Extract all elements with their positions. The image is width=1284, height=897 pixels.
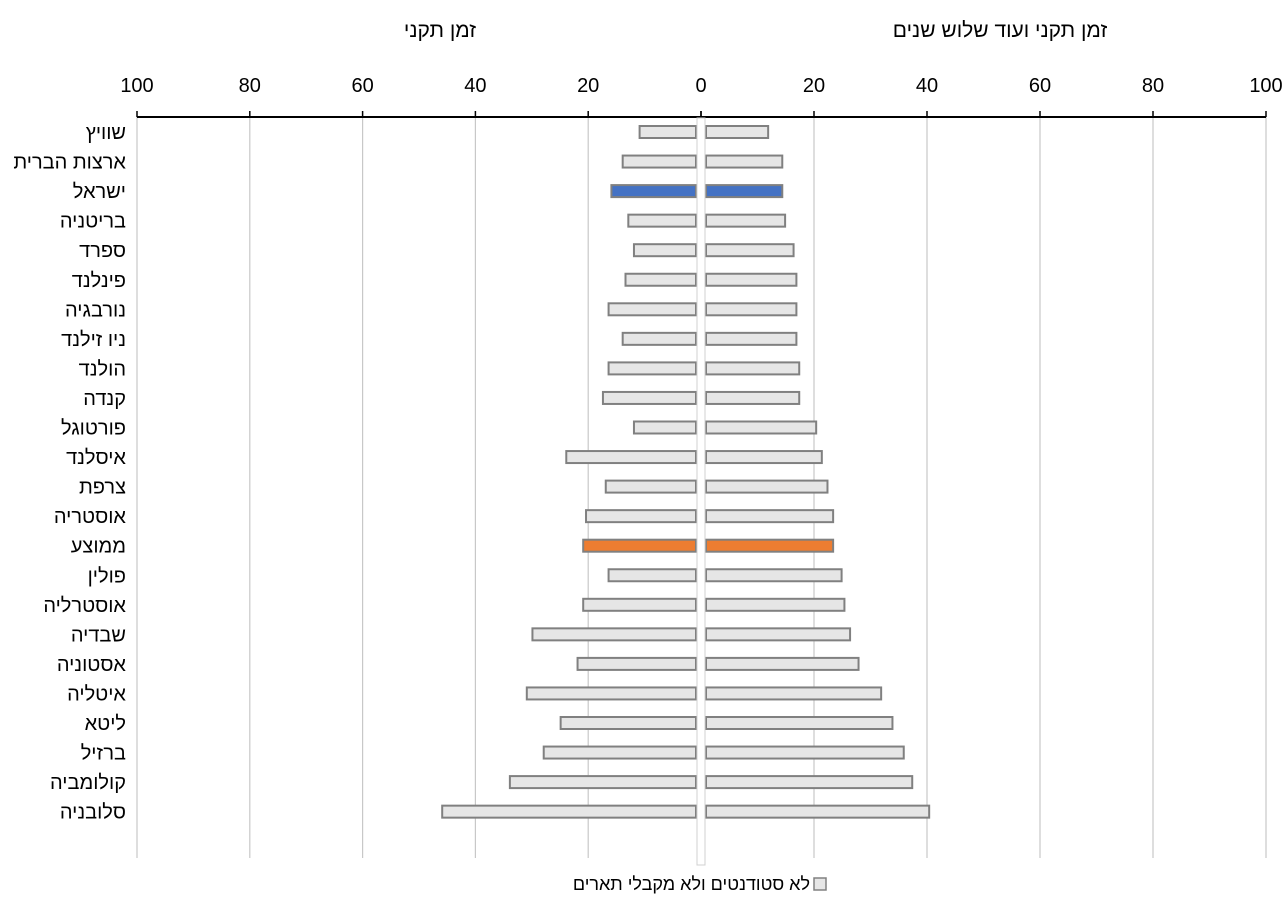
category-label-22: קולומביה bbox=[50, 772, 126, 794]
category-label-3: בריטניה bbox=[60, 211, 126, 233]
bar-left-1 bbox=[621, 154, 697, 169]
tick-label-left-100: 100 bbox=[120, 75, 153, 97]
grid-layer bbox=[136, 117, 1267, 858]
category-label-1: ארצות הברית bbox=[13, 152, 126, 174]
legend: לא סטודנטים ולא מקבלי תארים bbox=[573, 874, 827, 894]
tick-label-left-20: 20 bbox=[577, 75, 599, 97]
category-label-0: שוויץ bbox=[86, 122, 126, 144]
bar-right-16 bbox=[705, 597, 846, 612]
category-label-23: סלובניה bbox=[60, 802, 126, 824]
bar-right-7 bbox=[705, 331, 798, 346]
bar-right-13 bbox=[705, 509, 835, 524]
bar-right-20 bbox=[705, 716, 894, 730]
bar-left-2 bbox=[610, 184, 698, 199]
bar-left-20 bbox=[559, 716, 698, 730]
legend-label: לא סטודנטים ולא מקבלי תארים bbox=[573, 874, 810, 894]
category-label-12: צרפת bbox=[79, 477, 126, 499]
bar-left-8 bbox=[607, 361, 698, 376]
tick-label-left-80: 80 bbox=[239, 75, 261, 97]
category-label-6: נורבגיה bbox=[65, 299, 126, 321]
bar-right-1 bbox=[705, 154, 784, 169]
category-label-4: ספרד bbox=[79, 240, 126, 262]
category-label-18: אסטוניה bbox=[57, 654, 127, 676]
bar-right-8 bbox=[705, 361, 801, 376]
legend-swatch bbox=[813, 877, 827, 891]
bar-left-21 bbox=[542, 745, 697, 760]
category-label-9: קנדה bbox=[83, 388, 126, 410]
category-label-5: פינלנד bbox=[72, 270, 126, 292]
bar-right-15 bbox=[705, 568, 843, 583]
category-label-10: פורטוגל bbox=[61, 418, 126, 440]
bar-right-10 bbox=[705, 420, 818, 435]
category-label-20: ליטא bbox=[85, 713, 126, 735]
bar-left-17 bbox=[531, 627, 697, 642]
bar-right-6 bbox=[705, 302, 798, 317]
category-label-15: פולין bbox=[88, 565, 126, 587]
left-axis-title: זמן תקני bbox=[404, 19, 476, 42]
category-label-8: הולנד bbox=[79, 358, 126, 380]
labels-layer: שוויץ ארצות הברית ישראל בריטניה ספרד פינלנד נו… bbox=[13, 122, 126, 824]
tick-label-right-80: 80 bbox=[1142, 75, 1164, 97]
bar-right-22 bbox=[705, 775, 914, 790]
bar-left-19 bbox=[525, 686, 697, 701]
bar-left-13 bbox=[585, 509, 698, 524]
bar-right-3 bbox=[705, 213, 787, 228]
bar-left-12 bbox=[604, 479, 698, 494]
right-axis-title: זמן תקני ועוד שלוש שנים bbox=[893, 19, 1108, 42]
category-label-21: ברזיל bbox=[81, 743, 126, 765]
bars-layer bbox=[441, 117, 931, 866]
category-label-19: איטליה bbox=[67, 683, 126, 705]
bar-left-11 bbox=[565, 450, 698, 465]
bar-right-18 bbox=[705, 656, 860, 671]
bar-left-4 bbox=[632, 243, 698, 258]
category-label-13: אוסטריה bbox=[54, 506, 127, 528]
category-label-11: איסלנד bbox=[66, 447, 126, 469]
bar-left-18 bbox=[576, 656, 697, 671]
bar-left-3 bbox=[627, 213, 698, 228]
bar-right-2 bbox=[705, 184, 784, 199]
tick-label-right-60: 60 bbox=[1029, 75, 1051, 97]
tick-label-center-0: 0 bbox=[695, 75, 706, 97]
axis-layer: 0 20 20 40 40 60 60 80 80 100 100 bbox=[120, 75, 1283, 118]
bar-right-0 bbox=[705, 125, 770, 139]
bar-left-0 bbox=[638, 125, 697, 139]
center-divider bbox=[696, 117, 706, 866]
bar-left-7 bbox=[621, 331, 697, 346]
tick-label-left-40: 40 bbox=[464, 75, 486, 97]
bar-right-19 bbox=[705, 686, 883, 701]
bar-left-15 bbox=[607, 568, 698, 583]
bar-left-22 bbox=[508, 775, 697, 790]
bar-left-16 bbox=[582, 597, 698, 612]
bar-right-4 bbox=[705, 243, 795, 258]
bar-right-11 bbox=[705, 450, 823, 465]
bar-left-6 bbox=[607, 302, 698, 317]
bar-right-5 bbox=[705, 272, 798, 287]
bar-left-23 bbox=[441, 804, 698, 819]
bar-right-21 bbox=[705, 745, 905, 760]
bar-right-17 bbox=[705, 627, 852, 642]
bar-left-5 bbox=[624, 272, 697, 287]
bar-left-10 bbox=[632, 420, 698, 435]
category-label-7: ניו זילנד bbox=[61, 329, 126, 351]
bar-left-14 bbox=[582, 538, 698, 553]
bar-right-23 bbox=[705, 804, 931, 819]
category-label-17: שבדיה bbox=[71, 624, 126, 646]
bar-right-9 bbox=[705, 390, 801, 405]
category-label-16: אוסטרליה bbox=[43, 595, 126, 617]
bar-left-9 bbox=[601, 390, 697, 405]
bar-right-12 bbox=[705, 479, 829, 494]
tick-label-right-40: 40 bbox=[916, 75, 938, 97]
bar-right-14 bbox=[705, 538, 835, 553]
tick-label-left-60: 60 bbox=[351, 75, 373, 97]
tick-label-right-20: 20 bbox=[803, 75, 825, 97]
category-label-14: ממוצע bbox=[71, 536, 126, 558]
tick-label-right-100: 100 bbox=[1249, 75, 1282, 97]
category-label-2: ישראל bbox=[73, 181, 126, 203]
